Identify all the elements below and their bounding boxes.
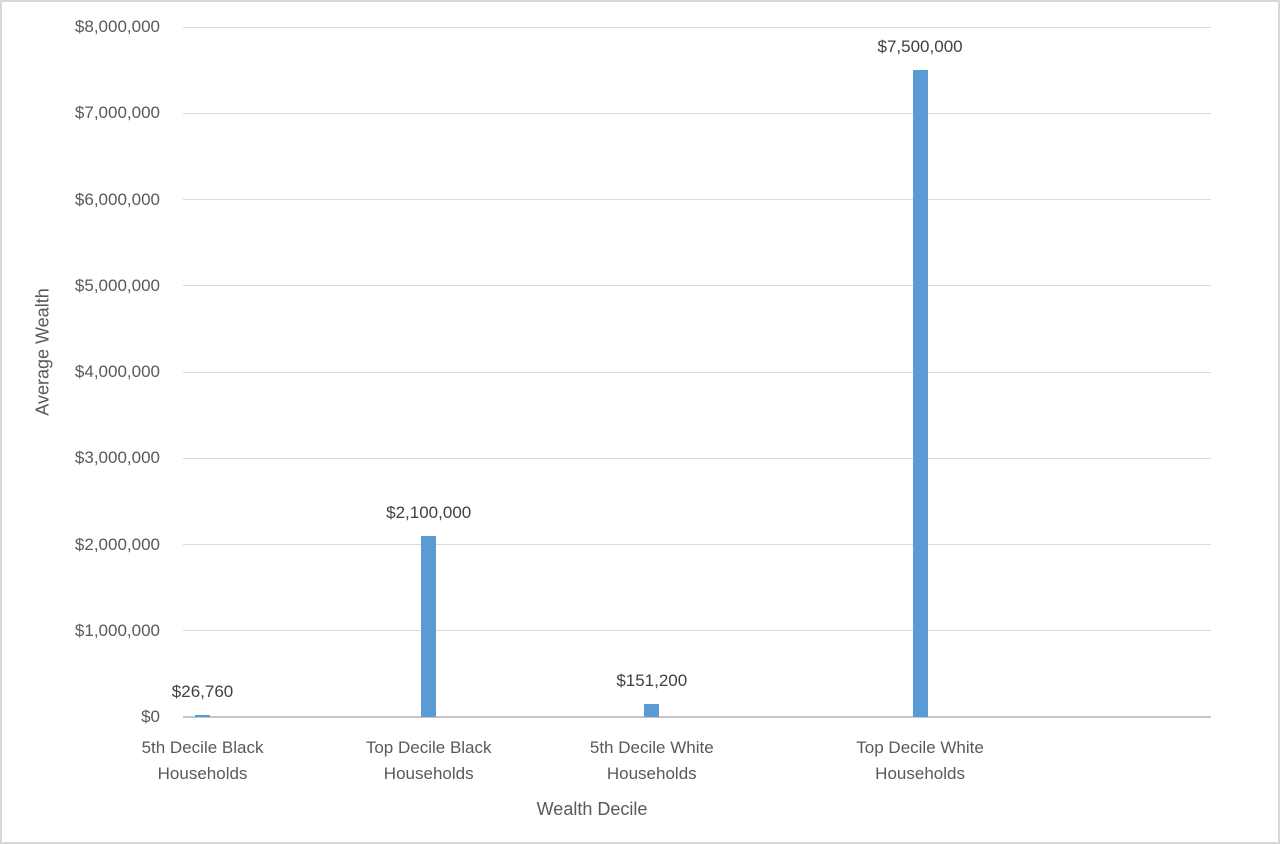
gridline [183, 544, 1211, 545]
bar-value-label: $2,100,000 [386, 502, 472, 522]
x-axis-title: Wealth Decile [536, 799, 648, 819]
x-category-label: 5th Decile Black Households [141, 738, 264, 783]
y-tick-label: $4,000,000 [74, 362, 160, 381]
y-tick-label: $5,000,000 [74, 275, 160, 295]
y-tick-label: $3,000,000 [74, 448, 160, 468]
y-tick-label: $8,000,000 [74, 17, 160, 36]
x-category-label: Top Decile Black Households [365, 738, 492, 783]
bar-value-label: $26,760 [171, 681, 234, 701]
gridline [183, 199, 1211, 200]
gridline [183, 630, 1211, 632]
x-category-label: Top Decile White Households [856, 738, 984, 783]
bar [195, 714, 211, 717]
y-tick-label: $2,000,000 [74, 534, 160, 554]
y-tick-label: $7,000,000 [74, 103, 160, 123]
y-tick-label: $6,000,000 [74, 189, 160, 209]
y-tick-label: $1,000,000 [74, 620, 160, 640]
bar [912, 70, 928, 717]
gridline [183, 285, 1211, 287]
bar-value-label: $151,200 [616, 670, 688, 690]
gridline [183, 26, 1211, 28]
bar [644, 703, 660, 717]
x-category-label: 5th Decile White Households [589, 738, 714, 783]
gridline [183, 112, 1211, 114]
x-axis-line [183, 716, 1211, 718]
gridline [183, 371, 1211, 373]
bar-value-label: $7,500,000 [877, 37, 963, 57]
gridline [183, 457, 1211, 459]
bar [421, 535, 437, 717]
y-axis-title: Average Wealth [32, 288, 53, 416]
y-tick-label: $0 [141, 707, 160, 726]
